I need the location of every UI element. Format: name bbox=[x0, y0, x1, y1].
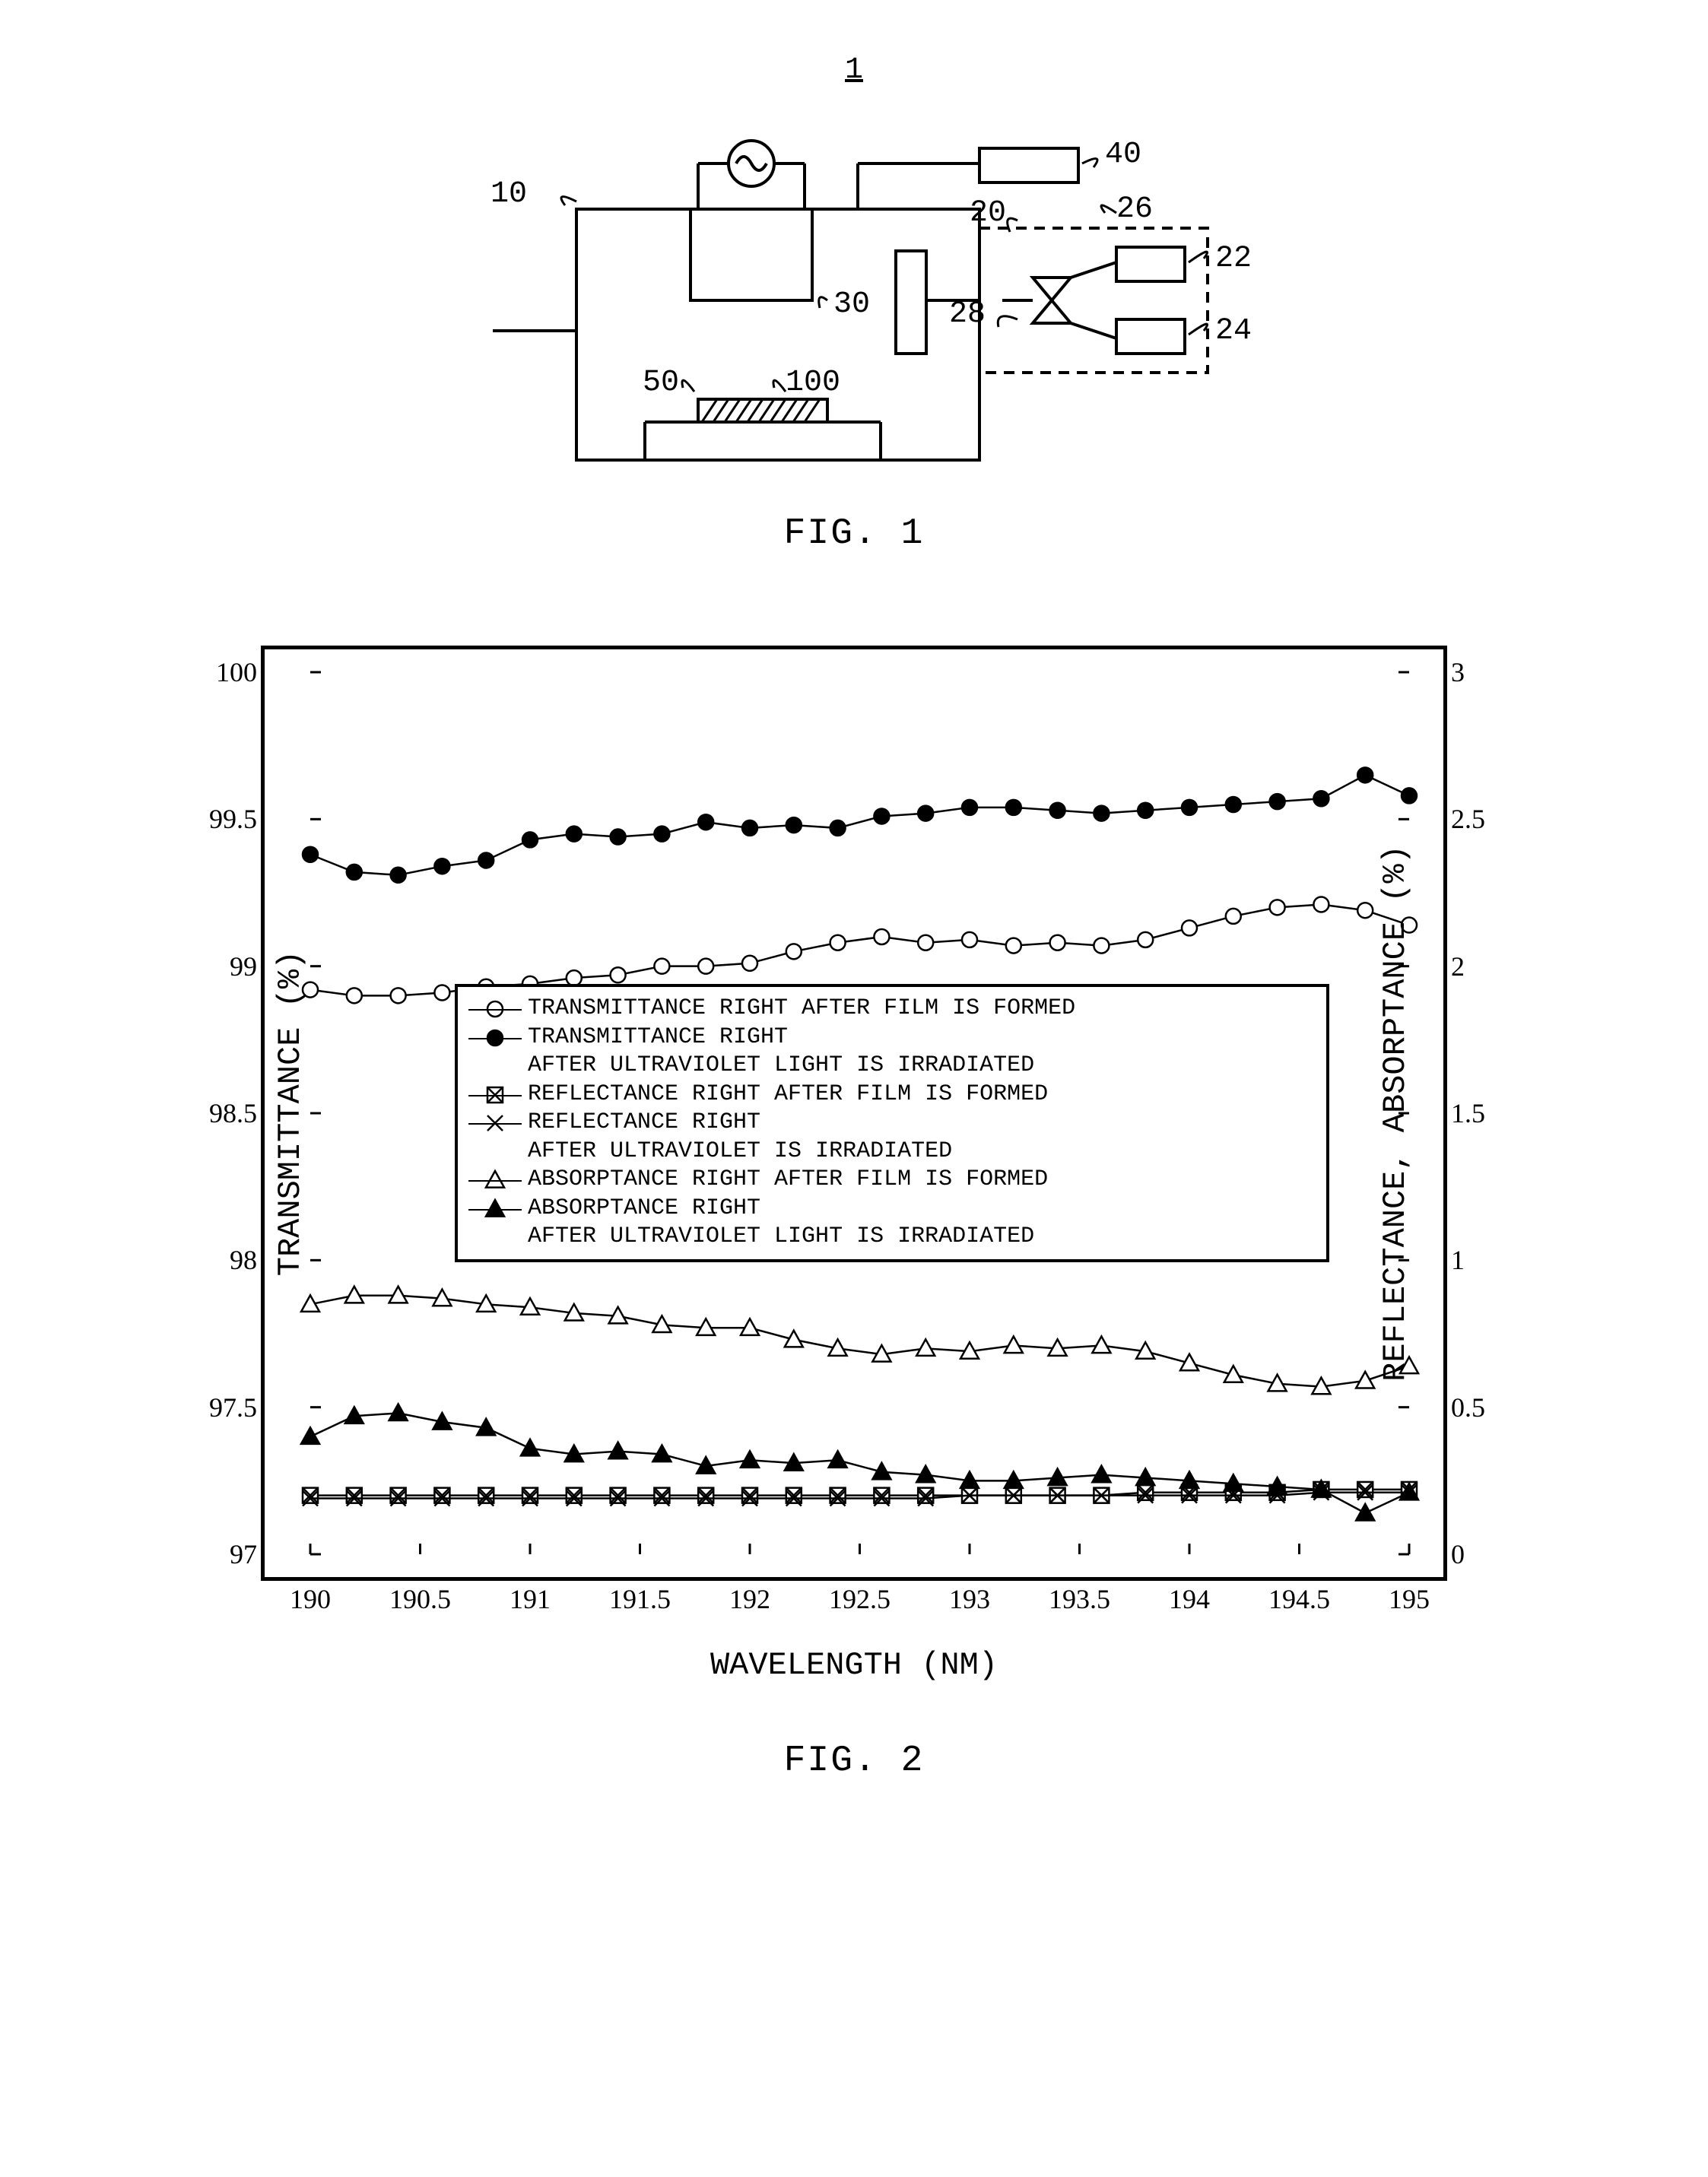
legend-row: ABSORPTANCE RIGHT AFTER FILM IS FORMED bbox=[468, 1166, 1316, 1195]
figure-2: 9797.59898.59999.510000.511.522.53190190… bbox=[261, 585, 1447, 1812]
fig2-caption: FIG. 2 bbox=[784, 1741, 925, 1782]
legend-label: REFLECTANCE RIGHT AFTER FILM IS FORMED bbox=[528, 1081, 1048, 1109]
fig1-diagram-svg: 10 40 20 26 22 24 28 30 50 100 bbox=[455, 118, 1253, 483]
label-28: 28 bbox=[949, 297, 986, 332]
label-50: 50 bbox=[643, 366, 679, 400]
label-30: 30 bbox=[833, 287, 870, 322]
label-40: 40 bbox=[1105, 138, 1141, 172]
x-tick-label: 194.5 bbox=[1268, 1583, 1330, 1615]
fig1-title: 1 bbox=[845, 53, 863, 87]
series-line bbox=[310, 775, 1409, 874]
x-tick-label: 190 bbox=[290, 1583, 331, 1615]
x-tick-label: 193.5 bbox=[1049, 1583, 1110, 1615]
fig1-caption: FIG. 1 bbox=[784, 513, 925, 554]
legend-row: REFLECTANCE RIGHT AFTER FILM IS FORMED bbox=[468, 1081, 1316, 1109]
series-line bbox=[310, 1296, 1409, 1387]
label-100: 100 bbox=[786, 366, 840, 400]
label-20: 20 bbox=[970, 196, 1006, 230]
legend-label: ABSORPTANCE RIGHT AFTER ULTRAVIOLET LIGH… bbox=[528, 1195, 1034, 1252]
y-right-tick-label: 0.5 bbox=[1451, 1392, 1512, 1423]
label-22: 22 bbox=[1215, 242, 1252, 276]
x-tick-label: 191 bbox=[510, 1583, 551, 1615]
x-tick-label: 192 bbox=[729, 1583, 770, 1615]
x-tick-label: 192.5 bbox=[829, 1583, 891, 1615]
x-tick-label: 190.5 bbox=[389, 1583, 451, 1615]
x-axis-label: WAVELENGTH (NM) bbox=[710, 1647, 998, 1684]
y-left-tick-label: 99.5 bbox=[181, 803, 257, 835]
legend-label: REFLECTANCE RIGHT AFTER ULTRAVIOLET IS I… bbox=[528, 1109, 952, 1166]
x-tick-label: 191.5 bbox=[609, 1583, 671, 1615]
series-line bbox=[310, 904, 1409, 995]
y-left-tick-label: 97 bbox=[181, 1538, 257, 1570]
y-right-label: REFLECTANCE, ABSORPTANCE (%) bbox=[1377, 845, 1414, 1382]
y-left-label: TRANSMITTANCE (%) bbox=[272, 950, 309, 1276]
y-right-tick-label: 2 bbox=[1451, 950, 1512, 982]
y-right-tick-label: 1.5 bbox=[1451, 1097, 1512, 1129]
label-10: 10 bbox=[490, 177, 527, 211]
y-right-tick-label: 3 bbox=[1451, 656, 1512, 688]
legend-label: TRANSMITTANCE RIGHT AFTER FILM IS FORMED bbox=[528, 995, 1075, 1023]
y-right-tick-label: 2.5 bbox=[1451, 803, 1512, 835]
legend-label: TRANSMITTANCE RIGHT AFTER ULTRAVIOLET LI… bbox=[528, 1023, 1034, 1081]
y-right-tick-label: 1 bbox=[1451, 1244, 1512, 1276]
label-24: 24 bbox=[1215, 314, 1252, 348]
legend-row: TRANSMITTANCE RIGHT AFTER ULTRAVIOLET LI… bbox=[468, 1023, 1316, 1081]
figure-1: 1 bbox=[455, 53, 1253, 585]
x-tick-label: 195 bbox=[1389, 1583, 1430, 1615]
x-tick-label: 193 bbox=[949, 1583, 990, 1615]
x-tick-label: 194 bbox=[1169, 1583, 1210, 1615]
chart-frame: 9797.59898.59999.510000.511.522.53190190… bbox=[261, 646, 1447, 1581]
label-26: 26 bbox=[1116, 192, 1153, 227]
legend-row: REFLECTANCE RIGHT AFTER ULTRAVIOLET IS I… bbox=[468, 1109, 1316, 1166]
legend-row: ABSORPTANCE RIGHT AFTER ULTRAVIOLET LIGH… bbox=[468, 1195, 1316, 1252]
y-right-tick-label: 0 bbox=[1451, 1538, 1512, 1570]
y-left-tick-label: 98 bbox=[181, 1244, 257, 1276]
y-left-tick-label: 97.5 bbox=[181, 1392, 257, 1423]
chart-legend: TRANSMITTANCE RIGHT AFTER FILM IS FORMED… bbox=[455, 984, 1329, 1262]
legend-label: ABSORPTANCE RIGHT AFTER FILM IS FORMED bbox=[528, 1166, 1048, 1195]
y-left-tick-label: 100 bbox=[181, 656, 257, 688]
y-left-tick-label: 99 bbox=[181, 950, 257, 982]
legend-row: TRANSMITTANCE RIGHT AFTER FILM IS FORMED bbox=[468, 995, 1316, 1023]
y-left-tick-label: 98.5 bbox=[181, 1097, 257, 1129]
